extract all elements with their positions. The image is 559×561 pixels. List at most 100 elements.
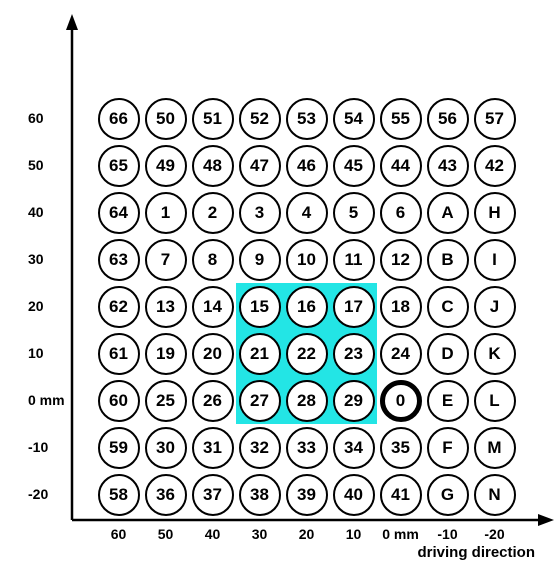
grid-cell: 50 (145, 98, 187, 140)
grid-cell: 22 (286, 333, 328, 375)
grid-cell: 13 (145, 286, 187, 328)
grid-cell: 15 (239, 286, 281, 328)
grid-cell: 4 (286, 192, 328, 234)
grid-cell: 60 (98, 380, 140, 422)
grid-cell: 1 (145, 192, 187, 234)
grid-cell: 2 (192, 192, 234, 234)
y-tick: 10 (28, 345, 44, 361)
grid-cell: 63 (98, 239, 140, 281)
grid-cell: 38 (239, 474, 281, 516)
grid-cell: 25 (145, 380, 187, 422)
grid-cell: 39 (286, 474, 328, 516)
grid-cell: 57 (474, 98, 516, 140)
grid-cell: 28 (286, 380, 328, 422)
grid-cell: 11 (333, 239, 375, 281)
grid-cell: 59 (98, 427, 140, 469)
grid-cell: 32 (239, 427, 281, 469)
grid-cell: 51 (192, 98, 234, 140)
grid-cell: M (474, 427, 516, 469)
grid-cell: 53 (286, 98, 328, 140)
grid-cell: 20 (192, 333, 234, 375)
grid-cell: 16 (286, 286, 328, 328)
grid-cell: N (474, 474, 516, 516)
x-tick: 20 (285, 526, 329, 542)
grid-cell: 12 (380, 239, 422, 281)
grid-cell: 47 (239, 145, 281, 187)
driving-direction-label: driving direction (417, 544, 535, 561)
grid-cell: 64 (98, 192, 140, 234)
grid-cell: 44 (380, 145, 422, 187)
grid-cell: B (427, 239, 469, 281)
x-axis-arrow (538, 514, 554, 526)
x-tick: -10 (426, 526, 470, 542)
grid-cell: 37 (192, 474, 234, 516)
grid-cell: 56 (427, 98, 469, 140)
grid-cell: G (427, 474, 469, 516)
y-axis-arrow (66, 14, 78, 30)
grid-cell: 65 (98, 145, 140, 187)
grid-cell: 45 (333, 145, 375, 187)
diagram-stage: 6650515253545556576549484746454443426412… (0, 0, 559, 560)
grid-cell: 55 (380, 98, 422, 140)
grid-cell: H (474, 192, 516, 234)
grid-cell: 31 (192, 427, 234, 469)
grid-cell: 49 (145, 145, 187, 187)
grid-cell: 7 (145, 239, 187, 281)
y-tick: 50 (28, 157, 44, 173)
grid-cell: 61 (98, 333, 140, 375)
x-tick: 10 (332, 526, 376, 542)
x-tick: 40 (191, 526, 235, 542)
grid-cell: 41 (380, 474, 422, 516)
grid-cell: 48 (192, 145, 234, 187)
grid-cell: 19 (145, 333, 187, 375)
grid-cell: A (427, 192, 469, 234)
grid-cell: 54 (333, 98, 375, 140)
grid-cell: 27 (239, 380, 281, 422)
grid-cell: 46 (286, 145, 328, 187)
grid-cell: 33 (286, 427, 328, 469)
grid-cell: C (427, 286, 469, 328)
grid-cell: 66 (98, 98, 140, 140)
x-tick: 0 mm (379, 526, 423, 542)
grid-cell: 24 (380, 333, 422, 375)
grid-cell: 29 (333, 380, 375, 422)
grid-cell: 5 (333, 192, 375, 234)
x-tick: 50 (144, 526, 188, 542)
grid-cell: 35 (380, 427, 422, 469)
y-tick: 20 (28, 298, 44, 314)
y-tick: -20 (28, 486, 48, 502)
grid-cell: 62 (98, 286, 140, 328)
grid-cell: F (427, 427, 469, 469)
grid-cell: 17 (333, 286, 375, 328)
grid-cell: 3 (239, 192, 281, 234)
grid-cell: J (474, 286, 516, 328)
grid-cell: K (474, 333, 516, 375)
grid-cell: 43 (427, 145, 469, 187)
grid-cell: 21 (239, 333, 281, 375)
grid-cell: 36 (145, 474, 187, 516)
grid-cell: 40 (333, 474, 375, 516)
y-tick: 0 mm (28, 392, 65, 408)
grid-cell: 26 (192, 380, 234, 422)
y-tick: -10 (28, 439, 48, 455)
grid-cell: 8 (192, 239, 234, 281)
y-tick: 60 (28, 110, 44, 126)
grid-cell: 23 (333, 333, 375, 375)
grid-cell: L (474, 380, 516, 422)
grid-cell: 34 (333, 427, 375, 469)
x-tick: 60 (97, 526, 141, 542)
grid-cell: E (427, 380, 469, 422)
grid-cell: 14 (192, 286, 234, 328)
grid-cell: 0 (380, 380, 422, 422)
grid-cell: 18 (380, 286, 422, 328)
axes-svg (0, 0, 559, 560)
grid-cell: 30 (145, 427, 187, 469)
grid-cell: 42 (474, 145, 516, 187)
grid-cell: D (427, 333, 469, 375)
x-tick: -20 (473, 526, 517, 542)
grid-cell: 10 (286, 239, 328, 281)
y-tick: 40 (28, 204, 44, 220)
grid-cell: 58 (98, 474, 140, 516)
y-tick: 30 (28, 251, 44, 267)
x-tick: 30 (238, 526, 282, 542)
